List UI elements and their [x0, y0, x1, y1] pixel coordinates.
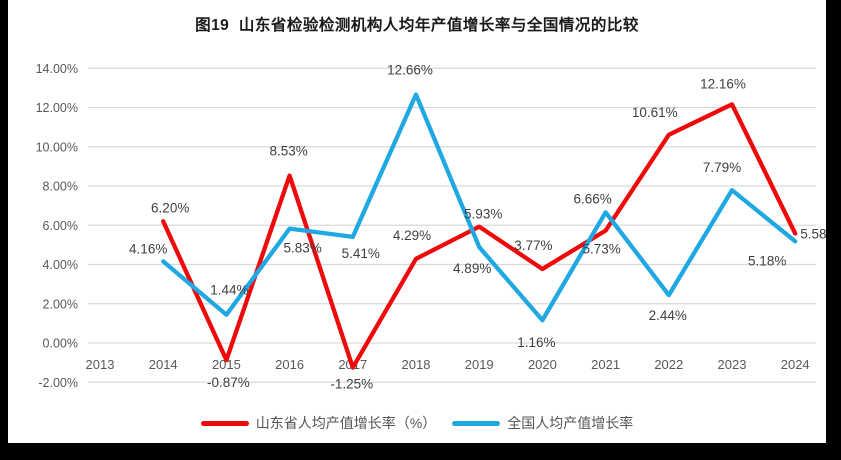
x-axis-tick-label: 2024: [781, 357, 810, 372]
data-label: 8.53%: [269, 144, 307, 159]
series-line-shandong: [161, 102, 798, 370]
x-axis-tick-label: 2020: [528, 357, 557, 372]
chart-svg: 14.00% 12.00% 10.00% 8.00% 6.00% 4.00% 2.00% 0.…: [36, 62, 826, 392]
data-label: 1.16%: [517, 335, 555, 350]
chart-canvas: 图19 山东省检验检测机构人均年产值增长率与全国情况的比较 14.00% 12.0…: [8, 0, 826, 443]
y-axis-tick-label: 10.00%: [36, 140, 78, 154]
data-label: -1.25%: [330, 377, 373, 392]
data-label: 5.41%: [342, 246, 380, 261]
chart-legend: 山东省人均产值增长率（%） 全国人均产值增长率: [8, 413, 826, 433]
x-axis-tick-label: 2013: [86, 357, 115, 372]
data-label: 3.77%: [514, 238, 552, 253]
data-label: 5.58%: [800, 226, 826, 241]
data-label: 10.61%: [632, 105, 678, 120]
data-label: 6.66%: [573, 191, 611, 206]
y-axis-tick-label: 14.00%: [36, 62, 78, 76]
x-axis-tick-label: 2022: [654, 357, 683, 372]
legend-label-shandong: 山东省人均产值增长率（%）: [255, 415, 437, 431]
legend-item-national: 全国人均产值增长率: [452, 413, 633, 433]
data-label: 2.44%: [649, 308, 687, 323]
data-label: 4.16%: [129, 241, 167, 256]
y-axis-tick-label: 12.00%: [36, 101, 78, 115]
x-axis-tick-label: 2016: [275, 357, 304, 372]
data-label: 4.29%: [393, 228, 431, 243]
data-label: 7.79%: [703, 160, 741, 175]
chart-title: 图19 山东省检验检测机构人均年产值增长率与全国情况的比较: [195, 17, 639, 34]
data-label: -0.87%: [207, 375, 250, 390]
data-label: 1.44%: [210, 283, 248, 298]
x-axis-tick-label: 2023: [718, 357, 747, 372]
legend-label-national: 全国人均产值增长率: [507, 415, 634, 431]
x-axis-tick-label: 2019: [465, 357, 494, 372]
x-axis-tick-label: 2021: [591, 357, 620, 372]
data-label: 5.83%: [283, 241, 321, 256]
x-axis-tick-label: 2018: [402, 357, 431, 372]
y-axis-tick-label: 0.00%: [43, 337, 78, 351]
x-axis-tick-label: 2014: [149, 357, 178, 372]
data-label: 5.73%: [582, 242, 620, 257]
x-axis-tick-label: 2015: [212, 357, 241, 372]
data-label: 12.66%: [387, 63, 433, 78]
data-label: 5.93%: [464, 207, 502, 222]
y-axis-tick-label: 2.00%: [43, 297, 78, 311]
y-axis-tick-label: 6.00%: [43, 219, 78, 233]
y-axis-tick-label: 8.00%: [43, 180, 78, 194]
data-label: 4.89%: [453, 261, 491, 276]
legend-item-shandong: 山东省人均产值增长率（%）: [200, 413, 437, 433]
series-line-national: [161, 92, 798, 323]
legend-swatch-national-line: [452, 420, 501, 426]
y-axis-tick-label: -2.00%: [38, 376, 78, 390]
data-label: 5.18%: [748, 253, 786, 268]
data-label: 6.20%: [151, 200, 189, 215]
data-label: 12.16%: [700, 76, 746, 91]
legend-swatch-shandong-line: [200, 420, 249, 426]
y-axis-tick-label: 4.00%: [43, 258, 78, 272]
